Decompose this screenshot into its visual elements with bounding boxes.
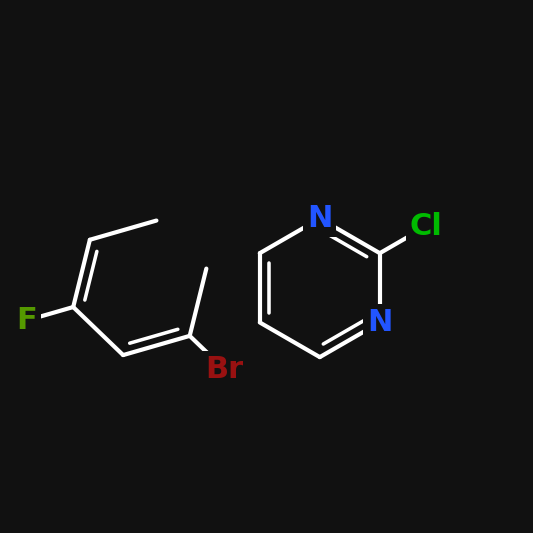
Text: Cl: Cl: [409, 212, 442, 241]
Text: N: N: [307, 204, 333, 233]
Text: N: N: [367, 308, 392, 337]
Text: F: F: [17, 306, 37, 335]
Text: Br: Br: [205, 354, 244, 384]
